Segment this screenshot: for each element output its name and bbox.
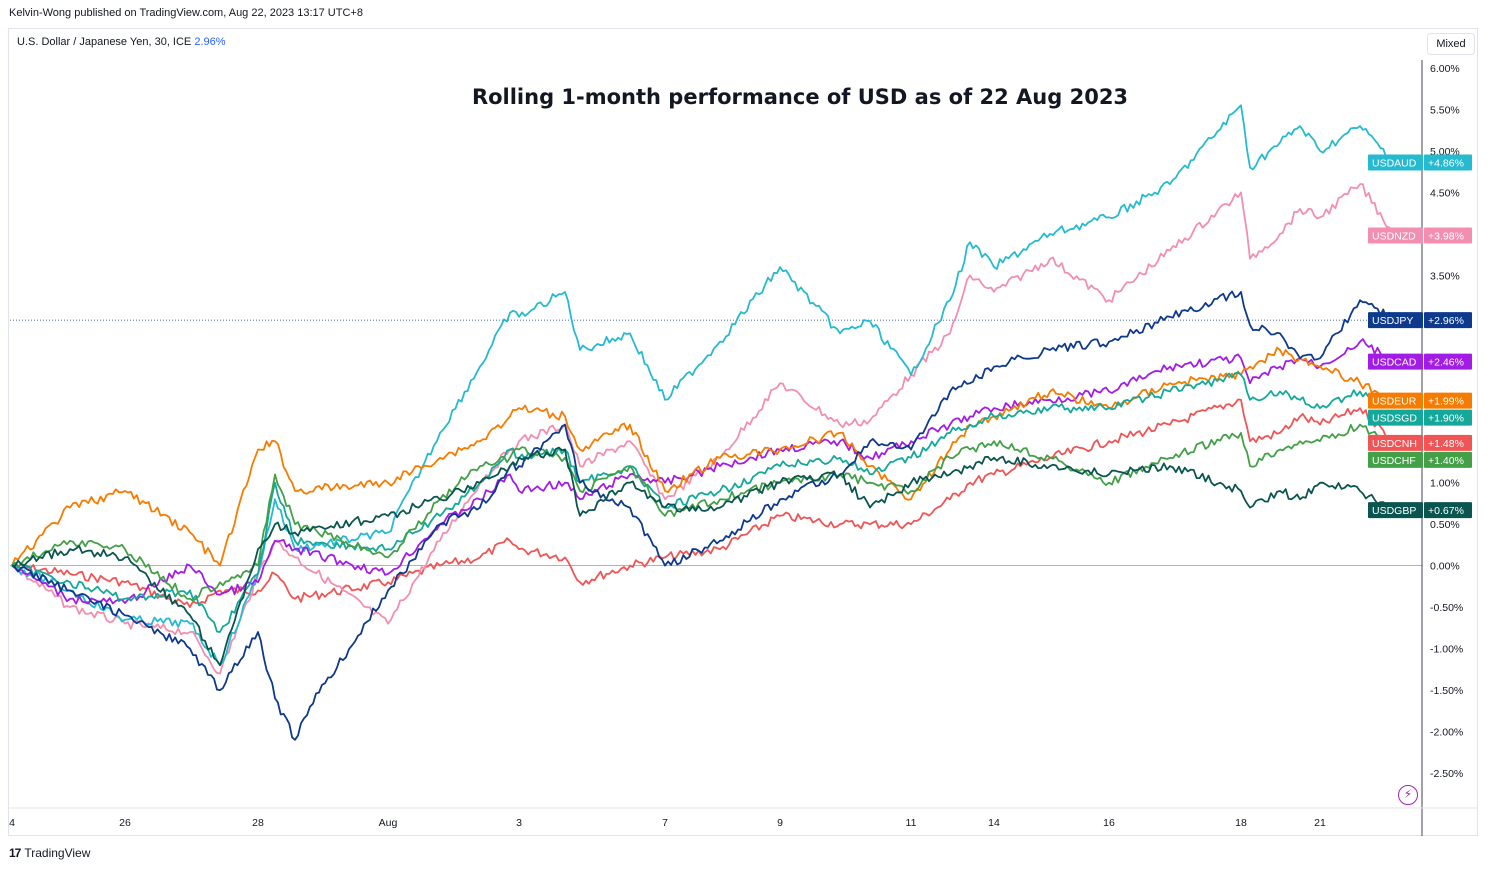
series-name: USDAUD	[1372, 158, 1417, 170]
y-tick-label: 1.00%	[1430, 478, 1460, 490]
x-tick-label: 4	[9, 817, 15, 829]
series-line-usdjpy[interactable]	[11, 290, 1396, 741]
series-value: +3.98%	[1428, 231, 1464, 243]
y-tick-label: 3.50%	[1430, 270, 1460, 282]
series-name: USDCNH	[1372, 438, 1417, 450]
series-line-usdsgd[interactable]	[11, 371, 1396, 633]
y-tick-label: 5.50%	[1430, 104, 1460, 116]
series-value: +2.96%	[1428, 315, 1464, 327]
scale-mode-button[interactable]: Mixed	[1427, 33, 1475, 55]
symbol-legend[interactable]: U.S. Dollar / Japanese Yen, 30, ICE 2.96…	[17, 36, 226, 48]
series-line-usdcnh[interactable]	[11, 398, 1396, 608]
series-name: USDCHF	[1372, 455, 1416, 467]
series-name: USDEUR	[1372, 396, 1417, 408]
y-tick-label: 0.00%	[1430, 561, 1460, 573]
series-line-usdchf[interactable]	[11, 423, 1396, 602]
series-label-usdjpy[interactable]: USDJPY +2.96%	[1368, 312, 1472, 329]
series-value: +4.86%	[1428, 158, 1464, 170]
series-line-usdnzd[interactable]	[11, 183, 1396, 675]
y-tick-label: -2.00%	[1430, 727, 1463, 739]
x-tick-label: 16	[1103, 817, 1115, 829]
series-value: +1.99%	[1428, 396, 1464, 408]
series-line-usdgbp[interactable]	[11, 446, 1396, 667]
publisher-line: Kelvin-Wong published on TradingView.com…	[9, 7, 363, 19]
series-label-usdgbp[interactable]: USDGBP +0.67%	[1368, 502, 1472, 519]
x-tick-label: 28	[252, 817, 264, 829]
series-name: USDJPY	[1372, 315, 1413, 327]
x-tick-label: 11	[906, 817, 917, 829]
x-tick-label: 7	[662, 817, 668, 829]
tradingview-logo-text: TradingView	[24, 846, 91, 860]
series-label-usdsgd[interactable]: USDSGD +1.90%	[1368, 409, 1472, 426]
x-tick-label: 9	[777, 817, 783, 829]
series-value: +2.46%	[1428, 357, 1464, 369]
series-label-usdchf[interactable]: USDCHF +1.40%	[1368, 451, 1472, 468]
series-line-usdaud[interactable]	[11, 104, 1396, 667]
x-tick-label: 18	[1235, 817, 1247, 829]
series-name: USDSGD	[1372, 413, 1417, 425]
series-value: +1.90%	[1428, 413, 1464, 425]
series-label-usdeur[interactable]: USDEUR +1.99%	[1368, 392, 1472, 409]
tradingview-logo-mark: 17	[9, 846, 21, 860]
symbol-name: U.S. Dollar / Japanese Yen, 30, ICE	[17, 36, 192, 48]
y-tick-label: -1.00%	[1430, 644, 1463, 656]
series-label-usdaud[interactable]: USDAUD +4.86%	[1368, 154, 1472, 171]
x-tick-label: 21	[1314, 817, 1326, 829]
y-tick-label: -0.50%	[1430, 602, 1463, 614]
series-line-usdeur[interactable]	[11, 346, 1396, 567]
bolt-icon[interactable]: ⚡	[1398, 785, 1418, 805]
series-value: +1.48%	[1428, 438, 1464, 450]
series-label-usdcnh[interactable]: USDCNH +1.48%	[1368, 434, 1472, 451]
tradingview-logo[interactable]: 17 TradingView	[9, 846, 90, 860]
symbol-change: 2.96%	[194, 36, 226, 48]
y-tick-label: -2.50%	[1430, 768, 1463, 780]
series-name: USDNZD	[1372, 231, 1416, 243]
y-tick-label: 0.50%	[1430, 519, 1460, 531]
y-tick-label: 4.50%	[1430, 187, 1460, 199]
series-value: +0.67%	[1428, 505, 1464, 517]
x-tick-label: 26	[119, 817, 131, 829]
x-tick-label: Aug	[379, 817, 398, 829]
series-value: +1.40%	[1428, 455, 1464, 467]
series-name: USDGBP	[1372, 505, 1416, 517]
x-tick-label: 3	[516, 817, 522, 829]
chart-frame	[8, 28, 1478, 836]
y-tick-label: 6.00%	[1430, 63, 1460, 75]
series-label-usdnzd[interactable]: USDNZD +3.98%	[1368, 227, 1472, 244]
chart-title: Rolling 1-month performance of USD as of…	[472, 85, 1128, 109]
series-name: USDCAD	[1372, 357, 1417, 369]
series-label-usdcad[interactable]: USDCAD +2.46%	[1368, 353, 1472, 370]
x-tick-label: 14	[988, 817, 1000, 829]
y-tick-label: -1.50%	[1430, 685, 1463, 697]
